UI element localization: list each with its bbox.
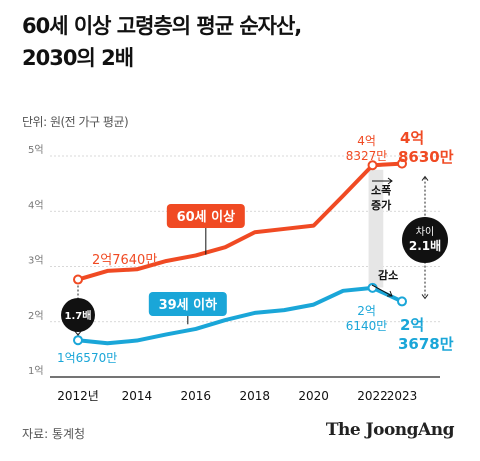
arrow-icon xyxy=(421,175,429,181)
arrow-icon xyxy=(74,330,82,337)
data-point xyxy=(397,296,407,307)
title-line-1: 60세 이상 고령층의 평균 순자산, xyxy=(22,14,302,38)
series-line xyxy=(76,161,404,282)
older-2022-label: 8327만 xyxy=(346,149,388,163)
younger-2022-label: 6140만 xyxy=(346,319,388,333)
younger-start-label: 1억6570만 xyxy=(57,351,117,365)
younger-2022-label: 2억 xyxy=(357,304,376,318)
data-point xyxy=(73,335,83,346)
older-2022-label: 4억 xyxy=(357,134,376,148)
arrow-icon xyxy=(421,294,429,300)
younger-2023-label: 2억 xyxy=(400,316,424,334)
younger-change-label: 감소 xyxy=(378,268,398,282)
x-tick-label: 2020 xyxy=(298,389,329,403)
older-series-label-text: 60세 이상 xyxy=(177,209,236,225)
start-ratio-badge xyxy=(61,298,95,332)
older-change-label: 소폭 xyxy=(371,184,391,197)
start-ratio-text: 1.7배 xyxy=(65,309,92,322)
arrow-icon xyxy=(372,177,393,185)
end-ratio-text: 2.1배 xyxy=(409,238,441,253)
x-tick-label: 2022 xyxy=(357,389,388,403)
older-start-label: 2억7640만 xyxy=(92,253,157,268)
data-point xyxy=(397,158,407,169)
y-tick-label: 4억 xyxy=(28,199,44,211)
arrow-icon xyxy=(371,284,393,297)
data-point xyxy=(73,274,83,285)
end-ratio-badge xyxy=(402,217,448,263)
x-tick-label: 2023 xyxy=(387,389,418,403)
younger-series-label-text: 39세 이하 xyxy=(159,297,218,313)
y-tick-label: 3억 xyxy=(28,255,44,267)
older-2023-label: 8630만 xyxy=(398,148,454,166)
older-series-label-box xyxy=(166,204,245,228)
series-line xyxy=(76,285,404,346)
older-2023-label: 4억 xyxy=(400,129,424,147)
data-point xyxy=(367,160,378,171)
y-tick-label: 2억 xyxy=(28,310,44,322)
chart-title: 60세 이상 고령층의 평균 순자산, 2030의 2배 xyxy=(22,10,302,74)
younger-2023-label: 3678만 xyxy=(398,335,454,353)
y-tick-label: 5억 xyxy=(28,144,44,156)
end-ratio-text: 차이 xyxy=(416,226,434,238)
series-lines xyxy=(73,158,407,346)
unit-note: 단위: 원(전 가구 평균) xyxy=(22,115,129,129)
younger-series-label-box xyxy=(148,292,227,316)
title-line-2: 2030의 2배 xyxy=(22,46,134,70)
source-note: 자료: 통계청 xyxy=(22,427,86,441)
x-tick-label: 2014 xyxy=(122,389,153,403)
older-change-label: 증가 xyxy=(371,198,391,212)
x-tick-label: 2016 xyxy=(181,389,212,403)
change-highlight-band xyxy=(368,169,384,288)
y-tick-labels: 1억 2억 3억 4억 5억 xyxy=(28,144,44,377)
y-tick-label: 1억 xyxy=(28,365,44,377)
publisher-logo: The JoongAng xyxy=(325,420,455,440)
x-tick-label: 2012년 xyxy=(57,389,99,403)
x-tick-label: 2018 xyxy=(239,389,270,403)
